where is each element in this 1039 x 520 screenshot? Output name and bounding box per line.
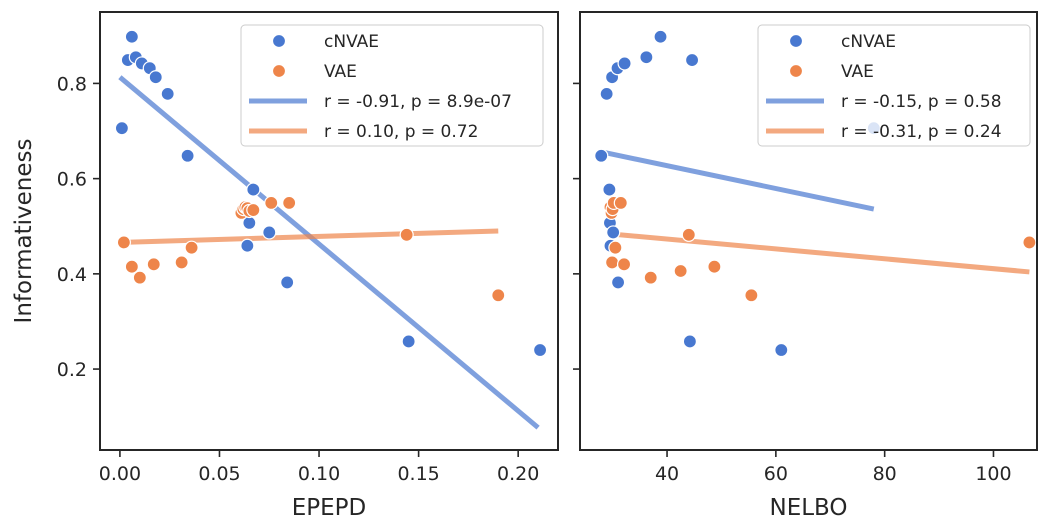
legend-label: VAE <box>324 62 357 82</box>
vae-point <box>673 263 688 279</box>
cnvae-point <box>602 182 617 197</box>
vae-point <box>1022 235 1037 250</box>
vae-point <box>264 195 279 211</box>
vae-point <box>608 240 623 255</box>
legend-marker <box>271 63 287 79</box>
vae-fit-line <box>609 231 1030 275</box>
cnvae-point <box>653 29 668 44</box>
cnvae-point <box>532 342 548 358</box>
vae-point <box>124 259 139 274</box>
cnvae-point <box>280 275 295 290</box>
cnvae-point <box>262 225 277 240</box>
vae-point <box>132 270 147 285</box>
cnvae-point <box>599 86 614 101</box>
x-tick-label: 0.00 <box>99 463 141 485</box>
x-tick-label: 0.15 <box>397 463 439 485</box>
x-tick-label: 60 <box>764 463 788 485</box>
vae-point <box>146 257 161 272</box>
y-tick-label: 0.6 <box>57 169 87 191</box>
cnvae-point <box>124 29 139 44</box>
legend-marker <box>788 63 804 79</box>
x-tick-label: 40 <box>655 463 679 485</box>
legend-box <box>757 24 1031 147</box>
vae-point <box>491 288 506 303</box>
vae-point <box>707 259 722 274</box>
cnvae-fit-line <box>601 149 875 212</box>
cnvae-point <box>180 148 195 163</box>
cnvae-point <box>774 342 789 358</box>
cnvae-point <box>682 334 697 349</box>
vae-point <box>282 195 297 211</box>
legend-label: cNVAE <box>841 32 896 52</box>
vae-point <box>643 270 658 285</box>
vae-point <box>399 227 414 242</box>
cnvae-point <box>610 275 626 290</box>
axes-frame <box>579 11 1038 451</box>
cnvae-fit-line <box>118 75 540 430</box>
y-tick-label: 0.8 <box>57 73 87 95</box>
vae-point <box>681 227 696 242</box>
cnvae-point <box>617 56 632 71</box>
x-tick-label: 0.20 <box>497 463 539 485</box>
legend-box <box>240 24 544 147</box>
cnvae-point <box>246 182 261 197</box>
vae-point <box>613 195 628 211</box>
vae-point <box>744 288 759 303</box>
vae-point <box>116 235 131 250</box>
x-tick-label: 0.10 <box>298 463 340 485</box>
cnvae-point <box>684 52 700 68</box>
cnvae-point <box>606 225 621 240</box>
legend-label: r = -0.31, p = 0.24 <box>841 122 1002 142</box>
x-tick-label: 80 <box>873 463 897 485</box>
axes-frame <box>99 11 559 451</box>
cnvae-point <box>401 334 416 349</box>
cnvae-point <box>594 148 609 163</box>
panel-1: 0.00 0.05 0.10 0.15 0.20 0.2 0.4 0.6 0.8 EPEPD Inf… <box>11 11 559 520</box>
cnvae-point <box>148 70 163 85</box>
x-tick-label: 0.05 <box>198 463 240 485</box>
y-tick-label: 0.2 <box>57 359 87 381</box>
cnvae-point <box>639 50 654 65</box>
legend-label: r = -0.91, p = 8.9e-07 <box>324 92 512 112</box>
vae-point <box>184 240 199 255</box>
legend-label: cNVAE <box>324 32 379 52</box>
y-tick-label: 0.4 <box>57 264 87 286</box>
legend-marker <box>271 33 287 49</box>
x-axis-label: EPEPD <box>292 495 367 520</box>
y-axis-label: Informativeness <box>11 139 37 324</box>
cnvae-point <box>160 86 175 101</box>
legend-marker <box>788 33 804 49</box>
vae-point <box>616 257 632 272</box>
vae-point <box>604 255 620 270</box>
cnvae-point <box>240 238 255 253</box>
legend-label: r = -0.15, p = 0.58 <box>841 92 1002 112</box>
x-tick-label: 100 <box>975 463 1011 485</box>
legend-label: VAE <box>841 62 874 82</box>
panel-2: 40 60 80 100 NELBO cNVAE VAE r = -0.15, p = 0.5… <box>573 11 1038 520</box>
cnvae-point <box>114 121 130 136</box>
legend-label: r = 0.10, p = 0.72 <box>324 122 478 142</box>
vae-point <box>246 202 261 218</box>
vae-point <box>174 255 189 270</box>
vae-fit-line <box>119 228 499 245</box>
x-axis-label: NELBO <box>769 495 847 520</box>
